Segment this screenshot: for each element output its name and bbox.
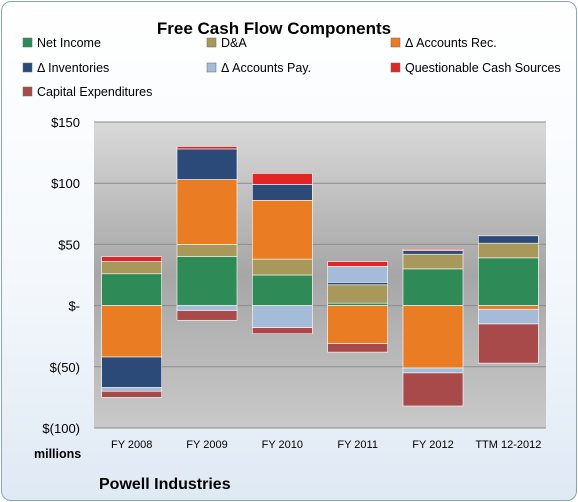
bar-segment-2-6	[252, 327, 313, 335]
y-tick-label-1: $100	[51, 176, 80, 191]
bar-segment-1-0	[176, 256, 238, 306]
bar-segment-5-0	[478, 257, 539, 306]
legend-swatch-5	[390, 62, 401, 73]
y-tick-label-5: $(100)	[42, 421, 80, 436]
bar-segment-1-4	[176, 305, 238, 311]
chart-title: Free Cash Flow Components	[157, 19, 391, 38]
bar-segment-0-1	[101, 261, 162, 275]
bar-segment-4-0	[402, 268, 464, 306]
legend-label-4: Δ Accounts Pay.	[221, 61, 311, 75]
bar-segment-4-2	[402, 305, 464, 369]
legend-swatch-6	[22, 86, 33, 97]
bar-segment-3-0	[327, 302, 388, 306]
x-tick-label-0: FY 2008	[111, 439, 152, 451]
legend-label-3: Δ Inventories	[37, 61, 109, 75]
bar-segment-0-0	[101, 273, 162, 306]
bar-segment-4-4	[402, 367, 464, 374]
x-tick-label-5: TTM 12-2012	[475, 439, 541, 451]
bar-segment-4-1	[402, 253, 464, 270]
bar-segment-1-2	[176, 179, 238, 245]
x-tick-label-4: FY 2012	[412, 439, 453, 451]
legend-label-6: Capital Expenditures	[37, 85, 152, 99]
unit-label: millions	[34, 447, 81, 461]
bar-segment-4-5	[402, 248, 464, 251]
bar-segment-0-3	[101, 356, 162, 388]
y-tick-label-4: $(50)	[50, 360, 80, 375]
bar-segment-4-6	[402, 372, 464, 407]
x-tick-label-2: FY 2010	[262, 439, 303, 451]
legend-swatch-3	[22, 62, 33, 73]
legend-swatch-0	[22, 37, 33, 48]
bar-segment-3-1	[327, 284, 388, 304]
bar-segment-0-2	[101, 305, 162, 358]
bar-segment-5-6	[478, 323, 539, 364]
bar-segment-1-6	[176, 310, 238, 321]
bar-segment-5-2	[478, 305, 539, 310]
bar-segment-5-1	[478, 242, 539, 259]
plot-area	[94, 122, 546, 428]
bar-segment-2-0	[252, 274, 313, 306]
bar-segment-3-3	[327, 282, 388, 286]
x-axis-ticks: FY 2008 FY 2009 FY 2010 FY 2011 FY 2012 TTM 1…	[111, 439, 541, 451]
bar-segment-2-5	[252, 173, 313, 185]
bar-segment-2-4	[252, 305, 313, 328]
bar-segment-1-3	[176, 148, 238, 180]
bar-segment-3-5	[327, 261, 388, 267]
legend-label-2: Δ Accounts Rec.	[405, 36, 497, 50]
legend-label-5: Questionable Cash Sources	[405, 61, 561, 75]
company-name: Powell Industries	[99, 476, 231, 493]
y-tick-label-0: $150	[51, 115, 80, 130]
gridlines	[94, 121, 546, 429]
bar-segment-2-1	[252, 258, 313, 276]
bar-segment-3-4	[327, 266, 388, 283]
y-axis-ticks: $150 $100 $50 $- $(50) $(100)	[42, 115, 80, 436]
bar-segment-0-4	[101, 387, 162, 392]
bar-segment-0-5	[101, 256, 162, 262]
y-tick-label-3: $-	[68, 299, 80, 314]
bar-segment-1-5	[176, 146, 238, 150]
y-tick-label-2: $50	[58, 237, 80, 252]
x-tick-label-1: FY 2009	[186, 439, 227, 451]
bar-segment-2-3	[252, 184, 313, 201]
bar-segment-3-6	[327, 343, 388, 353]
legend-swatch-1	[206, 37, 217, 48]
bar-segment-2-2	[252, 200, 313, 260]
bar-segment-5-3	[478, 235, 539, 244]
bars	[101, 146, 539, 407]
bar-segment-4-3	[402, 250, 464, 255]
bar-segment-5-4	[478, 308, 539, 325]
legend-label-0: Net Income	[37, 36, 101, 50]
legend-swatch-4	[206, 62, 217, 73]
legend-swatch-2	[390, 37, 401, 48]
bar-segment-0-6	[101, 390, 162, 398]
x-tick-label-3: FY 2011	[337, 439, 378, 451]
bar-segment-3-2	[327, 305, 388, 344]
legend-label-1: D&A	[221, 36, 247, 50]
legend: Net Income D&A Δ Accounts Rec. Δ Inventorie…	[22, 36, 561, 99]
bar-segment-1-1	[176, 244, 238, 257]
